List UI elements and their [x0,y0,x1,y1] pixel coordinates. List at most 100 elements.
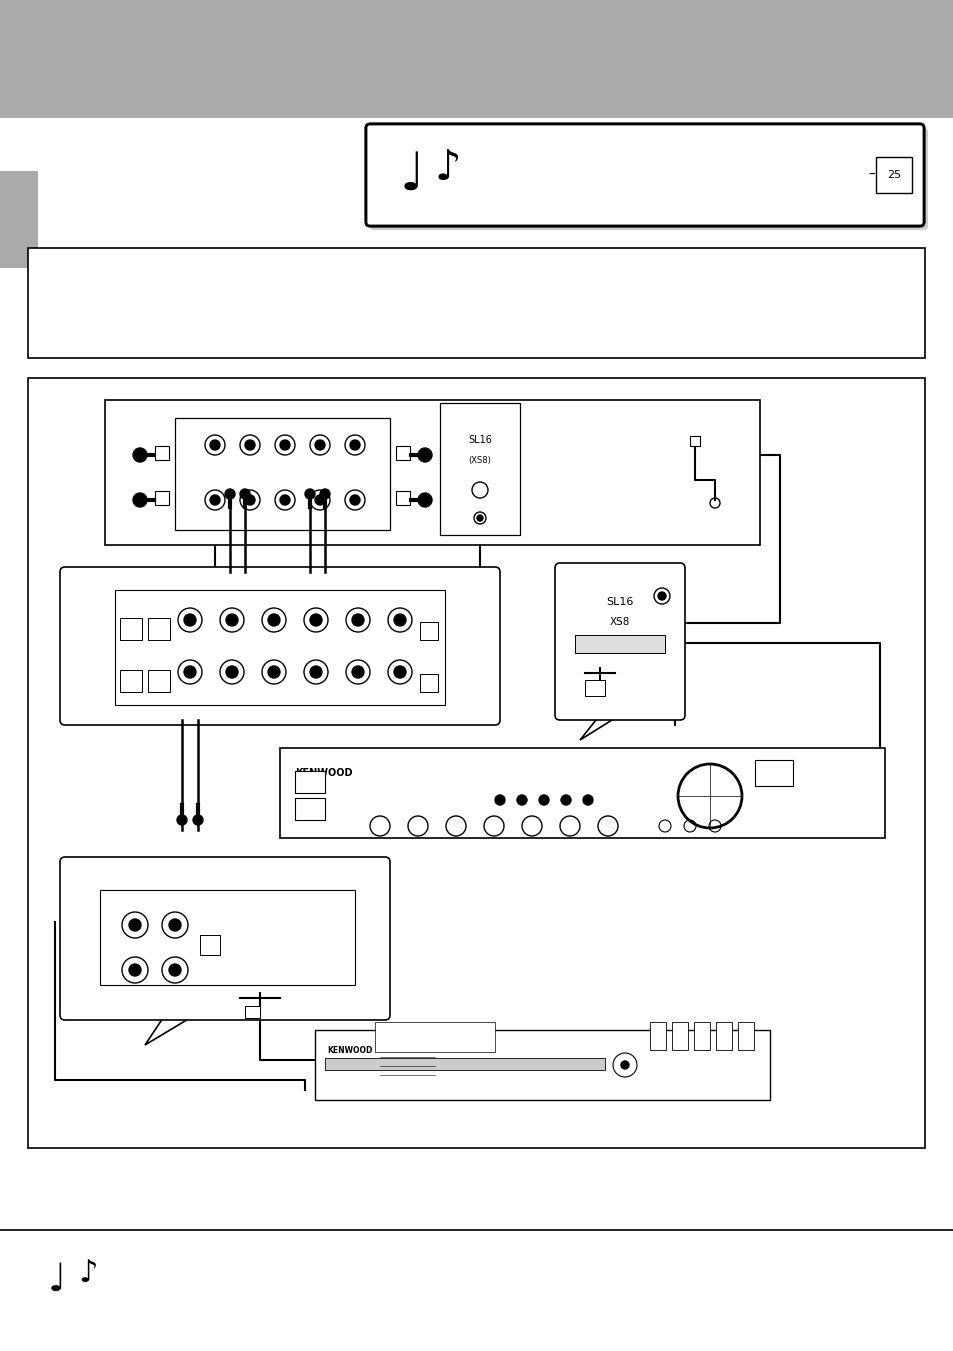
Bar [375,1021,495,1052]
Bar [875,157,911,193]
Text: KENWOOD: KENWOOD [294,767,352,778]
Circle shape [350,440,359,450]
Bar [280,748,884,838]
Bar [671,1021,687,1050]
Bar [148,670,170,692]
Circle shape [394,613,406,626]
Text: SL16: SL16 [468,435,492,444]
Circle shape [268,613,280,626]
Circle shape [280,440,290,450]
Circle shape [169,919,181,931]
Circle shape [129,965,141,975]
Text: KENWOOD: KENWOOD [327,1046,372,1055]
Circle shape [210,440,220,450]
Bar [314,1029,769,1100]
Circle shape [169,965,181,975]
Circle shape [352,666,364,678]
Circle shape [658,592,665,600]
Circle shape [495,794,504,805]
Circle shape [417,493,432,507]
Bar [649,1021,665,1050]
Circle shape [394,666,406,678]
Circle shape [184,613,195,626]
Circle shape [538,794,548,805]
Bar [28,249,924,358]
Text: ♩: ♩ [399,149,424,201]
Bar [439,403,519,535]
Bar [120,670,142,692]
Bar [738,1021,753,1050]
FancyBboxPatch shape [60,567,499,725]
Circle shape [184,666,195,678]
Circle shape [352,613,364,626]
Bar [693,1021,709,1050]
Bar [28,378,924,1148]
Circle shape [310,666,322,678]
Circle shape [193,815,203,825]
Circle shape [582,794,593,805]
Bar [584,680,604,696]
FancyBboxPatch shape [60,857,390,1020]
Text: (XS8): (XS8) [468,455,491,465]
FancyBboxPatch shape [370,128,927,230]
Polygon shape [579,715,619,740]
Bar [174,417,390,530]
Circle shape [476,515,482,521]
Bar [154,490,169,505]
Bar [100,890,355,985]
Circle shape [225,489,234,499]
Bar [689,436,700,446]
Bar [419,674,437,692]
Text: ♪: ♪ [435,147,461,189]
Bar [395,446,410,459]
Polygon shape [145,1015,194,1046]
Circle shape [177,815,187,825]
Circle shape [268,666,280,678]
Circle shape [314,494,325,505]
Bar [154,446,169,459]
Circle shape [240,489,250,499]
Text: XS8: XS8 [609,617,630,627]
Circle shape [226,613,237,626]
Circle shape [417,449,432,462]
Bar [575,635,664,653]
Circle shape [210,494,220,505]
Circle shape [245,494,254,505]
Circle shape [280,494,290,505]
Bar [245,1006,260,1019]
Bar [148,617,170,640]
Circle shape [517,794,526,805]
Text: ♩: ♩ [48,1260,67,1300]
Bar [419,621,437,640]
Circle shape [560,794,571,805]
Bar [716,1021,731,1050]
Circle shape [226,666,237,678]
Bar [325,1058,604,1070]
Bar [120,617,142,640]
Bar [0,172,38,267]
Circle shape [310,613,322,626]
FancyBboxPatch shape [366,124,923,226]
FancyBboxPatch shape [555,563,684,720]
Bar [200,935,220,955]
Circle shape [132,493,147,507]
Bar [105,400,760,544]
Circle shape [319,489,330,499]
Circle shape [245,440,254,450]
Text: –: – [867,168,874,182]
Circle shape [314,440,325,450]
Bar [0,0,953,118]
Circle shape [129,919,141,931]
Bar [115,590,444,705]
Circle shape [132,449,147,462]
Bar [294,798,325,820]
Text: ♪: ♪ [78,1259,97,1288]
Circle shape [305,489,314,499]
Bar [395,490,410,505]
Text: 25: 25 [886,170,901,180]
Bar [754,761,792,786]
Circle shape [620,1061,628,1069]
Circle shape [350,494,359,505]
Text: SL16: SL16 [606,597,633,607]
Bar [294,771,325,793]
